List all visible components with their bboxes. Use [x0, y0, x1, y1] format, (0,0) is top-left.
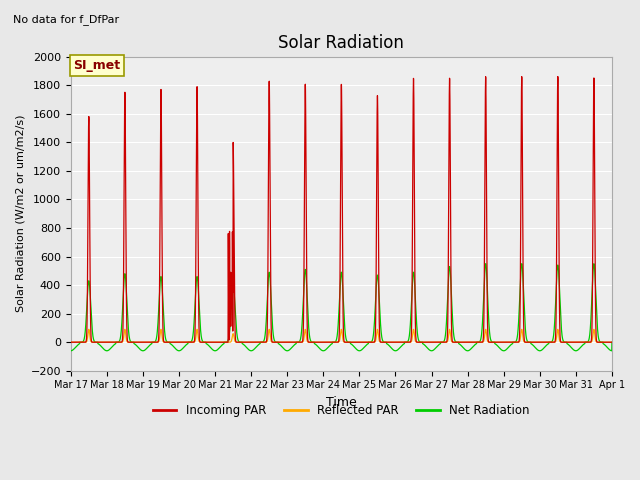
Text: No data for f_DfPar: No data for f_DfPar [13, 14, 119, 25]
Y-axis label: Solar Radiation (W/m2 or um/m2/s): Solar Radiation (W/m2 or um/m2/s) [15, 115, 25, 312]
Legend: Incoming PAR, Reflected PAR, Net Radiation: Incoming PAR, Reflected PAR, Net Radiati… [148, 399, 534, 421]
X-axis label: Time: Time [326, 396, 356, 409]
Text: SI_met: SI_met [74, 59, 120, 72]
Title: Solar Radiation: Solar Radiation [278, 34, 404, 52]
